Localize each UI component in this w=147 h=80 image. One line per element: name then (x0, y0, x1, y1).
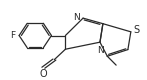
Text: S: S (134, 25, 140, 35)
Text: O: O (40, 69, 47, 79)
Text: F: F (10, 31, 15, 40)
Text: N: N (97, 46, 104, 55)
Text: N: N (73, 13, 79, 22)
